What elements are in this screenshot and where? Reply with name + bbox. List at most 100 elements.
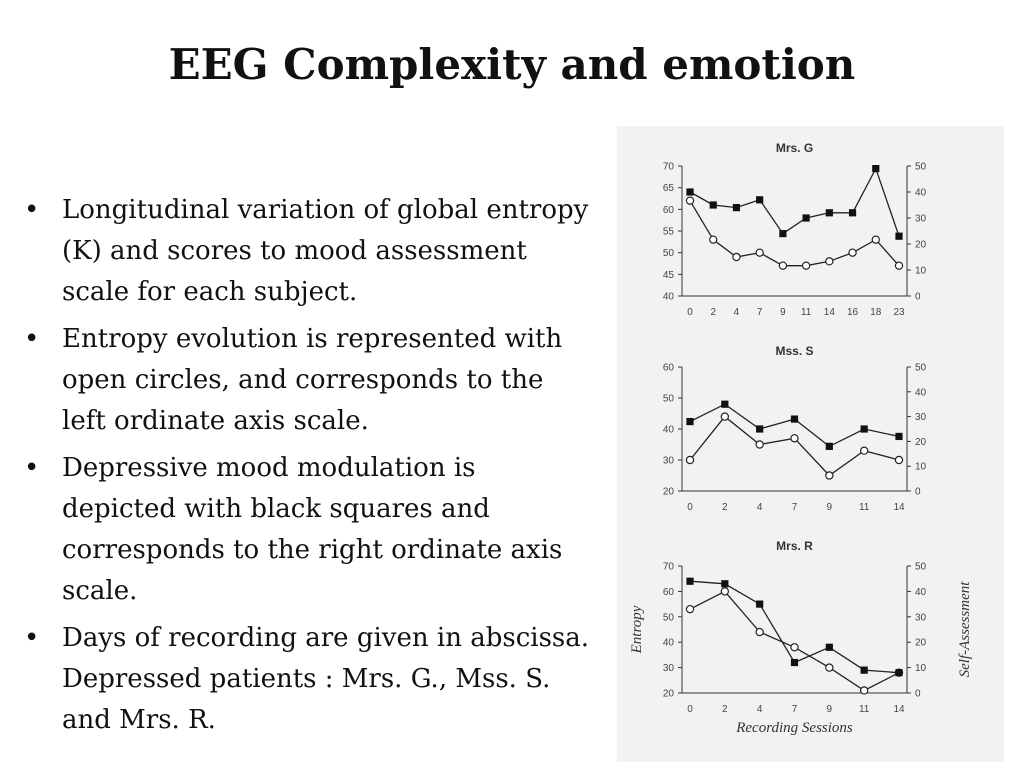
right-tick-label: 50 [915,162,927,173]
slide-title: EEG Complexity and emotion [168,40,856,89]
entropy-point [825,663,834,672]
left-tick-label: 40 [663,292,675,303]
x-tick-label: 9 [827,704,833,715]
y2-axis-title: Self-Assessment [957,581,973,678]
right-tick-label: 40 [915,387,927,398]
x-tick-label: 14 [893,502,905,513]
mood-point [895,432,903,441]
left-tick-label: 50 [663,394,675,405]
x-tick-label: 2 [722,502,728,513]
bullet-item: • Entropy evolution is represented with o… [22,319,592,442]
entropy-point [790,434,799,443]
right-tick-label: 10 [915,266,927,277]
mood-point [860,425,868,433]
mood-series-line [689,166,900,237]
x-tick-label: 4 [734,307,740,318]
bullet-text: Days of recording are given in abscissa.… [62,623,590,735]
bullet-item: • Days of recording are given in abscissa… [22,618,592,741]
x-tick-label: 16 [847,307,859,318]
right-tick-label: 20 [915,437,927,448]
entropy-series-line [689,590,900,692]
bullet-dot: • [24,623,40,653]
entropy-point [685,455,695,465]
mood-point [825,209,833,217]
mood-point [802,214,810,222]
mood-point [790,658,799,667]
right-tick-label: 20 [915,240,927,251]
entropy-point [871,235,880,244]
left-tick-label: 55 [663,227,675,238]
bullet-item: • Longitudinal variation of global entrop… [22,190,592,313]
entropy-point [848,248,857,257]
entropy-point [732,252,741,262]
right-tick-label: 40 [915,188,927,199]
entropy-point [720,587,730,596]
panel-title: Mrs. G [776,141,813,155]
x-tick-label: 0 [687,704,693,715]
entropy-point [755,627,764,637]
entropy-point [720,412,730,421]
left-tick-label: 65 [663,183,675,194]
x-tick-label: 9 [780,307,786,318]
left-tick-label: 60 [663,363,675,374]
entropy-point [685,604,695,614]
left-tick-label: 30 [663,456,675,467]
bullet-text: Depressive mood modulation is depicted w… [62,453,563,606]
x-tick-label: 7 [792,704,798,715]
left-tick-label: 20 [663,487,675,498]
x-tick-label: 14 [893,704,905,715]
y-axis-title: Entropy [629,605,645,654]
mood-point [848,209,857,217]
left-tick-label: 70 [663,162,675,173]
mood-point [860,666,868,674]
entropy-point [801,261,811,270]
chart-figure: Mrs. G 40 45 50 55 60 65 70 0 10 20 30 40 50 0 2 4 7 9 11 14… [617,126,1004,762]
left-tick-label: 20 [663,689,675,700]
right-tick-label: 0 [915,487,921,498]
mood-point [686,417,694,426]
entropy-point [894,455,904,465]
bullet-dot: • [24,453,40,483]
panel-title: Mss. S [775,344,813,358]
x-tick-label: 7 [757,307,763,318]
right-tick-label: 10 [915,462,927,473]
left-tick-label: 50 [663,612,675,623]
right-tick-label: 30 [915,214,927,225]
right-tick-label: 30 [915,612,927,623]
left-tick-label: 60 [663,587,675,598]
bullet-text: Longitudinal variation of global entropy… [62,195,589,307]
mood-point [732,204,741,212]
right-tick-label: 10 [915,663,927,674]
entropy-point [755,440,764,449]
x-tick-label: 0 [687,307,693,318]
right-tick-label: 30 [915,412,927,423]
x-tick-label: 11 [801,307,812,318]
mood-point [756,600,764,608]
mood-point [756,196,764,204]
x-tick-label: 9 [827,502,833,513]
x-tick-label: 11 [859,704,870,715]
panel-title: Mrs. R [776,539,813,553]
mood-point [895,232,903,240]
left-tick-label: 30 [663,663,675,674]
mood-point [872,165,880,173]
left-tick-label: 40 [663,638,675,649]
entropy-point [778,261,788,270]
left-tick-label: 40 [663,425,675,436]
mood-point [825,643,833,651]
bullet-item: • Depressive mood modulation is depicted … [22,448,592,612]
mood-point [686,188,694,196]
entropy-point [825,471,834,480]
entropy-point [825,257,834,266]
mood-point [825,442,833,450]
entropy-point [790,643,799,652]
mood-point [756,425,764,433]
entropy-point [755,248,764,257]
bullet-dot: • [24,324,40,354]
x-tick-label: 2 [722,704,728,715]
entropy-point [685,196,695,205]
x-tick-label: 14 [824,307,836,318]
left-tick-label: 50 [663,248,675,259]
left-tick-label: 70 [663,562,675,573]
